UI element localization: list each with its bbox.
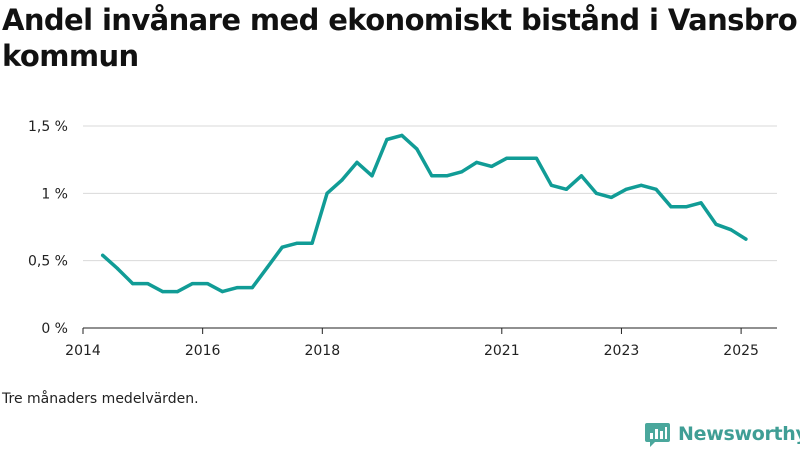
data-point [280,245,284,249]
data-point [564,187,569,191]
newsworthy-logo-icon [645,422,670,447]
data-point [370,174,374,178]
data-point [430,174,434,178]
data-point [699,201,703,205]
data-point [116,267,120,271]
data-point [250,286,254,290]
data-point [729,228,733,232]
data-point [205,282,209,286]
data-point [475,160,479,164]
data-point [415,147,419,151]
x-tick-label: 2014 [65,343,101,359]
data-point [549,183,554,187]
chart-note: Tre månaders medelvärden. [2,391,199,407]
data-point [579,174,584,178]
data-point [146,282,150,286]
data-point [445,174,449,178]
data-point [340,178,344,182]
data-point [624,187,628,191]
data-point [519,156,524,160]
x-tick-label: 2018 [304,343,340,359]
data-point [505,156,509,160]
series-layer [100,133,748,294]
grid-lines [83,125,777,262]
data-point [220,290,224,294]
x-tick-label: 2025 [723,343,759,359]
data-point [175,290,180,294]
y-tick-label: 1,5 % [28,119,68,135]
data-point [190,282,195,286]
data-point [265,265,269,269]
data-point [325,191,329,195]
data-point [639,183,643,187]
data-point [161,290,165,294]
x-tick-label: 2016 [185,343,221,359]
data-point [609,195,613,199]
chart-title: Andel invånare med ekonomiskt bistånd i … [2,3,798,73]
series-line [100,133,748,294]
x-tick-label: 2023 [604,343,640,359]
brand-name: Newsworthy [678,423,800,445]
x-tick-label: 2021 [484,343,520,359]
data-point [684,205,688,209]
data-point [131,282,135,286]
brand-logo[interactable]: Newsworthy [644,419,800,449]
y-tick-label: 1 % [41,186,68,202]
data-point [744,237,748,241]
y-tick-label: 0,5 % [28,254,68,270]
data-point [490,164,494,168]
data-point [534,156,539,160]
data-point [400,133,404,137]
y-axis: 0 % 0,5 % 1 % 1,5 % [28,119,68,337]
x-axis: 2014 2016 2018 2021 2023 2025 [65,327,777,359]
data-point [654,187,658,191]
data-point [669,205,673,209]
y-tick-label: 0 % [41,321,68,337]
data-point [460,170,464,174]
data-point [385,137,389,142]
data-point [101,253,105,257]
data-point [235,286,239,290]
data-point [714,222,718,226]
data-point [295,241,299,245]
data-point [594,191,598,195]
data-point [310,241,314,245]
data-point [355,160,359,164]
